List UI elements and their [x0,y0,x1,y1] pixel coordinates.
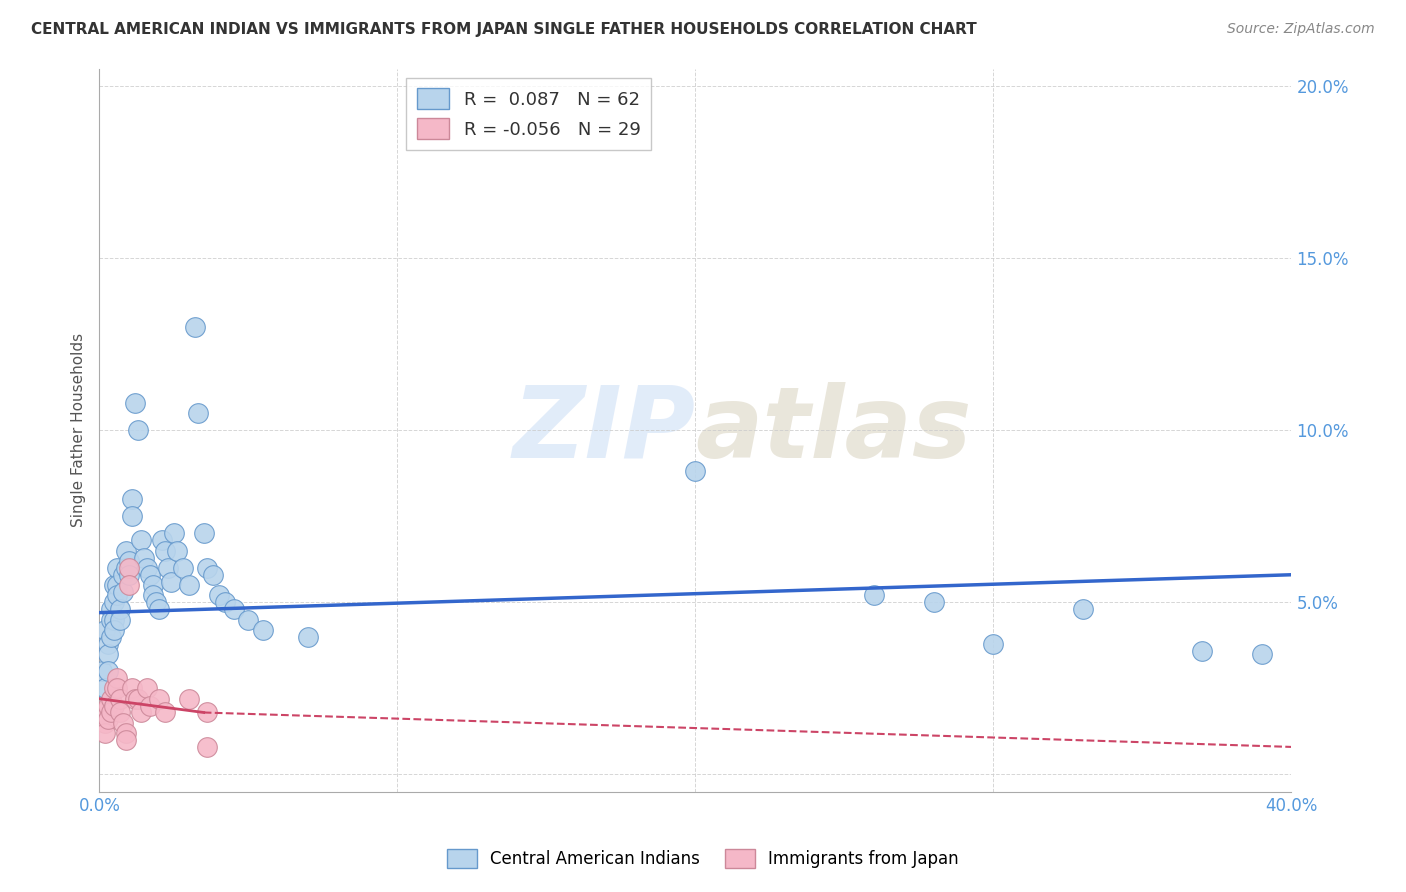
Point [97,698,120,713]
Point [118,554,141,568]
Point [105,588,128,602]
Point [112,567,135,582]
Point [110,691,132,706]
Point [110,613,132,627]
Point [1250,647,1272,661]
Point [105,671,128,685]
Point [127,691,149,706]
Point [124,691,146,706]
Point [103,698,125,713]
Point [136,681,159,696]
Point [118,561,141,575]
Point [252,623,274,637]
Point [127,423,149,437]
Point [97,664,120,678]
Point [134,550,156,565]
Point [105,578,128,592]
Point [100,630,122,644]
Point [193,526,215,541]
Point [110,706,132,720]
Point [201,567,224,582]
Point [195,561,218,575]
Point [94,623,117,637]
Point [150,533,173,548]
Point [100,706,122,720]
Point [100,691,122,706]
Point [145,595,167,609]
Point [1071,602,1094,616]
Point [118,578,141,592]
Point [105,681,128,696]
Point [172,561,194,575]
Legend: R =  0.087   N = 62, R = -0.056   N = 29: R = 0.087 N = 62, R = -0.056 N = 29 [406,78,651,150]
Text: Source: ZipAtlas.com: Source: ZipAtlas.com [1227,22,1375,37]
Point [142,588,165,602]
Point [115,726,138,740]
Point [1191,643,1213,657]
Point [91,664,114,678]
Point [121,681,143,696]
Point [103,681,125,696]
Point [922,595,945,609]
Point [195,706,218,720]
Point [156,561,179,575]
Point [103,623,125,637]
Point [112,585,135,599]
Point [148,691,170,706]
Text: atlas: atlas [696,382,972,479]
Point [139,698,162,713]
Point [863,588,886,602]
Point [100,613,122,627]
Point [103,578,125,592]
Text: CENTRAL AMERICAN INDIAN VS IMMIGRANTS FROM JAPAN SINGLE FATHER HOUSEHOLDS CORREL: CENTRAL AMERICAN INDIAN VS IMMIGRANTS FR… [31,22,977,37]
Point [142,578,165,592]
Point [214,595,236,609]
Point [129,533,152,548]
Point [136,561,159,575]
Point [238,613,260,627]
Point [184,319,207,334]
Point [187,406,209,420]
Point [103,595,125,609]
Point [208,588,231,602]
Point [115,561,138,575]
Point [97,712,120,726]
Point [100,602,122,616]
Point [121,509,143,524]
Point [195,739,218,754]
Point [94,681,117,696]
Point [177,578,200,592]
Point [97,637,120,651]
Point [166,543,188,558]
Point [115,733,138,747]
Point [103,613,125,627]
Point [129,706,152,720]
Point [118,567,141,582]
Point [177,691,200,706]
Point [153,543,176,558]
Y-axis label: Single Father Households: Single Father Households [72,333,86,527]
Point [94,726,117,740]
Point [139,567,162,582]
Point [148,602,170,616]
Point [163,526,186,541]
Point [121,491,143,506]
Point [297,630,319,644]
Point [91,706,114,720]
Legend: Central American Indians, Immigrants from Japan: Central American Indians, Immigrants fro… [440,842,966,875]
Point [160,574,183,589]
Point [97,647,120,661]
Point [685,465,707,479]
Point [124,395,146,409]
Point [983,637,1005,651]
Point [105,561,128,575]
Point [222,602,245,616]
Point [112,715,135,730]
Point [110,602,132,616]
Point [153,706,176,720]
Point [94,715,117,730]
Point [115,543,138,558]
Text: ZIP: ZIP [512,382,696,479]
